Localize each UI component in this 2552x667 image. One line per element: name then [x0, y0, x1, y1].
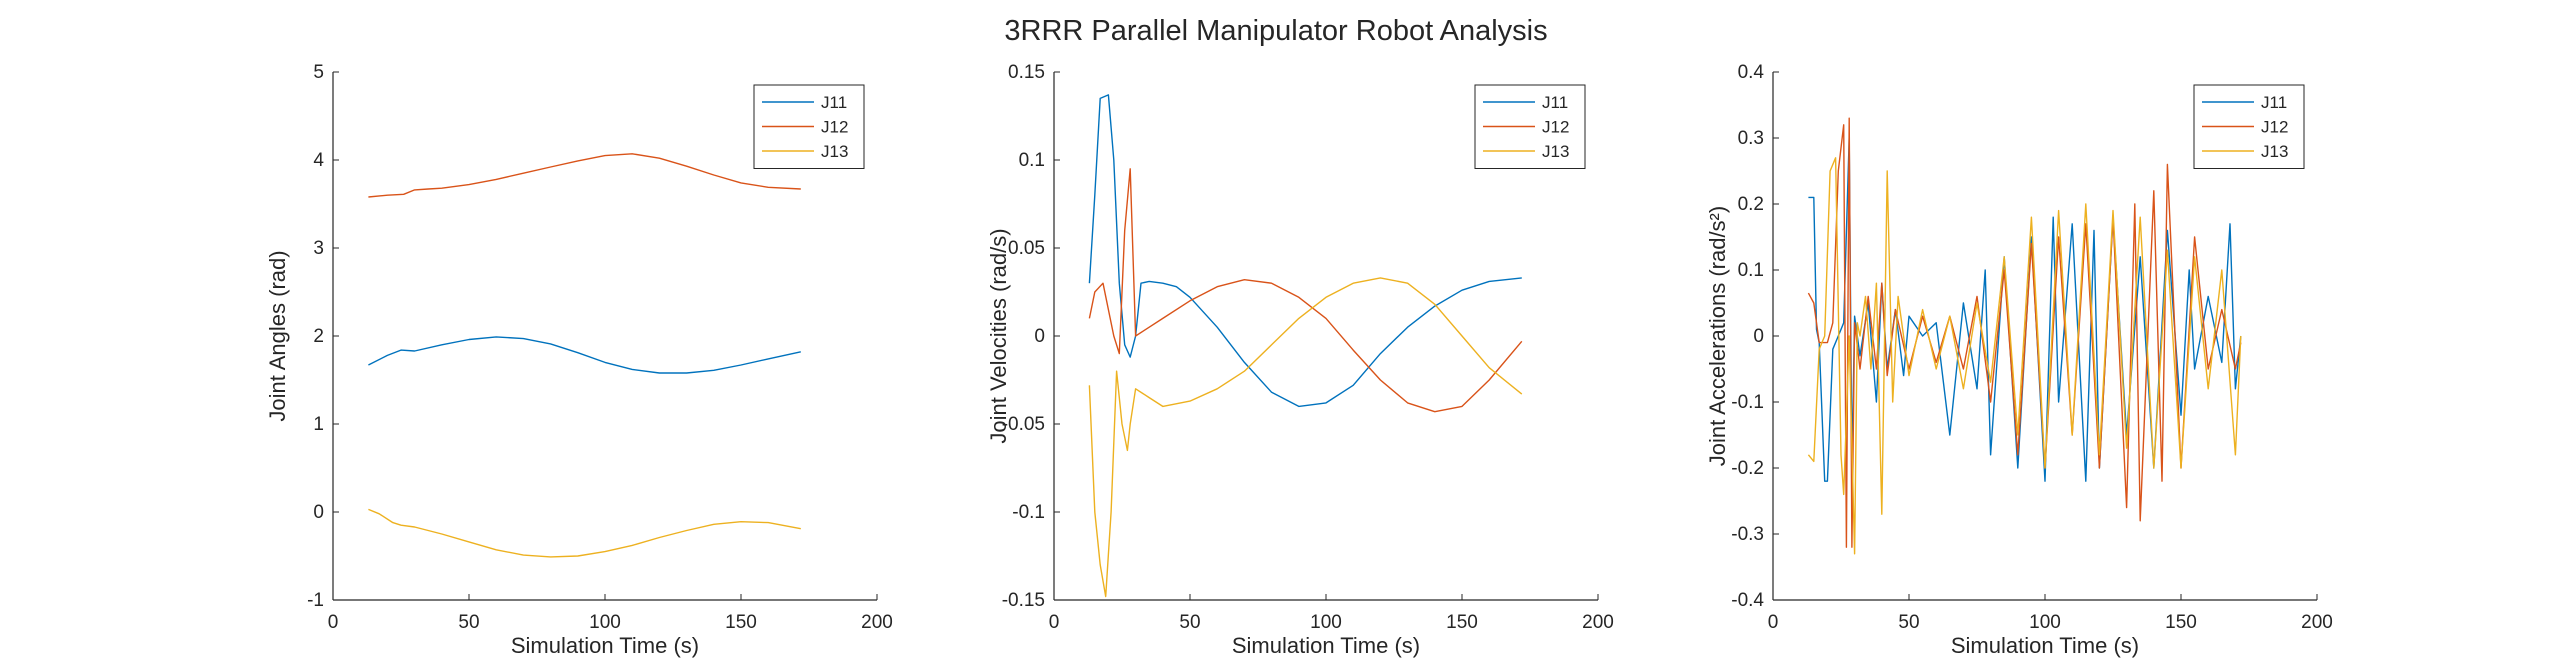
subplot-2: 0 50 100 150 200 -0.15 -0.1 -0.05 0 0.05 0.1 0.15 Si… — [986, 62, 1614, 658]
x-tick-label: 50 — [458, 612, 479, 633]
y-tick-label: 2 — [313, 326, 324, 347]
legend: J11 J12 J13 — [2193, 84, 2305, 169]
y-axis-label: Joint Angles (rad) — [265, 250, 290, 421]
x-axis-label: Simulation Time (s) — [1232, 633, 1420, 658]
legend-label: J12 — [1542, 118, 1569, 137]
legend-label: J13 — [821, 142, 848, 161]
y-tick-label: 0 — [1034, 326, 1045, 347]
y-tick-label: -0.15 — [1002, 590, 1045, 611]
series-line-j13 — [1807, 157, 2242, 555]
x-axis-label: Simulation Time (s) — [511, 633, 699, 658]
legend-label: J11 — [1542, 93, 1568, 112]
x-tick-label: 100 — [589, 612, 621, 633]
y-tick-label: -0.3 — [1731, 524, 1764, 545]
y-tick-label: 3 — [313, 238, 324, 259]
series-line-j11 — [368, 336, 801, 374]
y-tick-label: 0.05 — [1008, 238, 1045, 259]
subplot-3: 0 50 100 150 200 -0.4 -0.3 -0.2 -0.1 0 0.1 0.2 0.3 0.… — [1705, 62, 2333, 658]
x-tick-label: 150 — [725, 612, 757, 633]
x-axis-label: Simulation Time (s) — [1951, 633, 2139, 658]
x-tick-label: 150 — [2165, 612, 2197, 633]
legend: J11 J12 J13 — [1474, 84, 1586, 169]
y-tick-label: 1 — [313, 414, 324, 435]
y-tick-label: -0.1 — [1012, 502, 1045, 523]
y-tick-label: -0.4 — [1731, 590, 1764, 611]
legend: J11 J12 J13 — [753, 84, 865, 169]
y-tick-label: 0.3 — [1738, 128, 1764, 149]
y-tick-label: 5 — [313, 62, 324, 83]
x-tick-label: 50 — [1179, 612, 1200, 633]
y-tick-label: 0 — [313, 502, 324, 523]
x-tick-label: 50 — [1898, 612, 1919, 633]
x-tick-label: 0 — [1768, 612, 1779, 633]
series-line-j13 — [1088, 277, 1523, 598]
series-line-j12 — [368, 153, 801, 198]
y-tick-label: 0.15 — [1008, 62, 1045, 83]
y-tick-label: -0.2 — [1731, 458, 1764, 479]
legend-label: J12 — [2261, 118, 2288, 137]
y-tick-label: 0.1 — [1019, 150, 1045, 171]
x-tick-label: 150 — [1446, 612, 1478, 633]
series-line-j13 — [368, 508, 801, 558]
legend-label: J11 — [2261, 93, 2287, 112]
y-tick-label: -0.1 — [1731, 392, 1764, 413]
x-tick-label: 0 — [328, 612, 339, 633]
x-tick-label: 200 — [1582, 612, 1614, 633]
y-tick-label: 0.2 — [1738, 194, 1764, 215]
x-tick-label: 100 — [1310, 612, 1342, 633]
y-tick-label: 0.1 — [1738, 260, 1764, 281]
y-tick-label: -1 — [307, 590, 324, 611]
figure-title: 3RRR Parallel Manipulator Robot Analysis — [1004, 15, 1547, 47]
y-tick-label: 0.4 — [1738, 62, 1765, 83]
y-tick-label: -0.05 — [1002, 414, 1045, 435]
series-line-j12 — [1807, 117, 2242, 548]
x-tick-label: 100 — [2029, 612, 2061, 633]
legend-label: J13 — [1542, 142, 1569, 161]
x-tick-label: 200 — [2301, 612, 2333, 633]
legend-label: J11 — [821, 93, 847, 112]
y-axis-label: Joint Velocities (rad/s) — [986, 228, 1011, 443]
series-line-j11 — [1088, 94, 1522, 408]
legend-label: J13 — [2261, 142, 2288, 161]
series-line-j12 — [1088, 168, 1523, 413]
x-tick-label: 0 — [1049, 612, 1060, 633]
y-tick-label: 0 — [1753, 326, 1764, 347]
y-tick-label: 4 — [313, 150, 324, 171]
x-tick-label: 200 — [861, 612, 893, 633]
series-line-j11 — [1808, 137, 2242, 482]
legend-label: J12 — [821, 118, 848, 137]
y-axis-label: Joint Accelerations (rad/s²) — [1705, 206, 1730, 466]
